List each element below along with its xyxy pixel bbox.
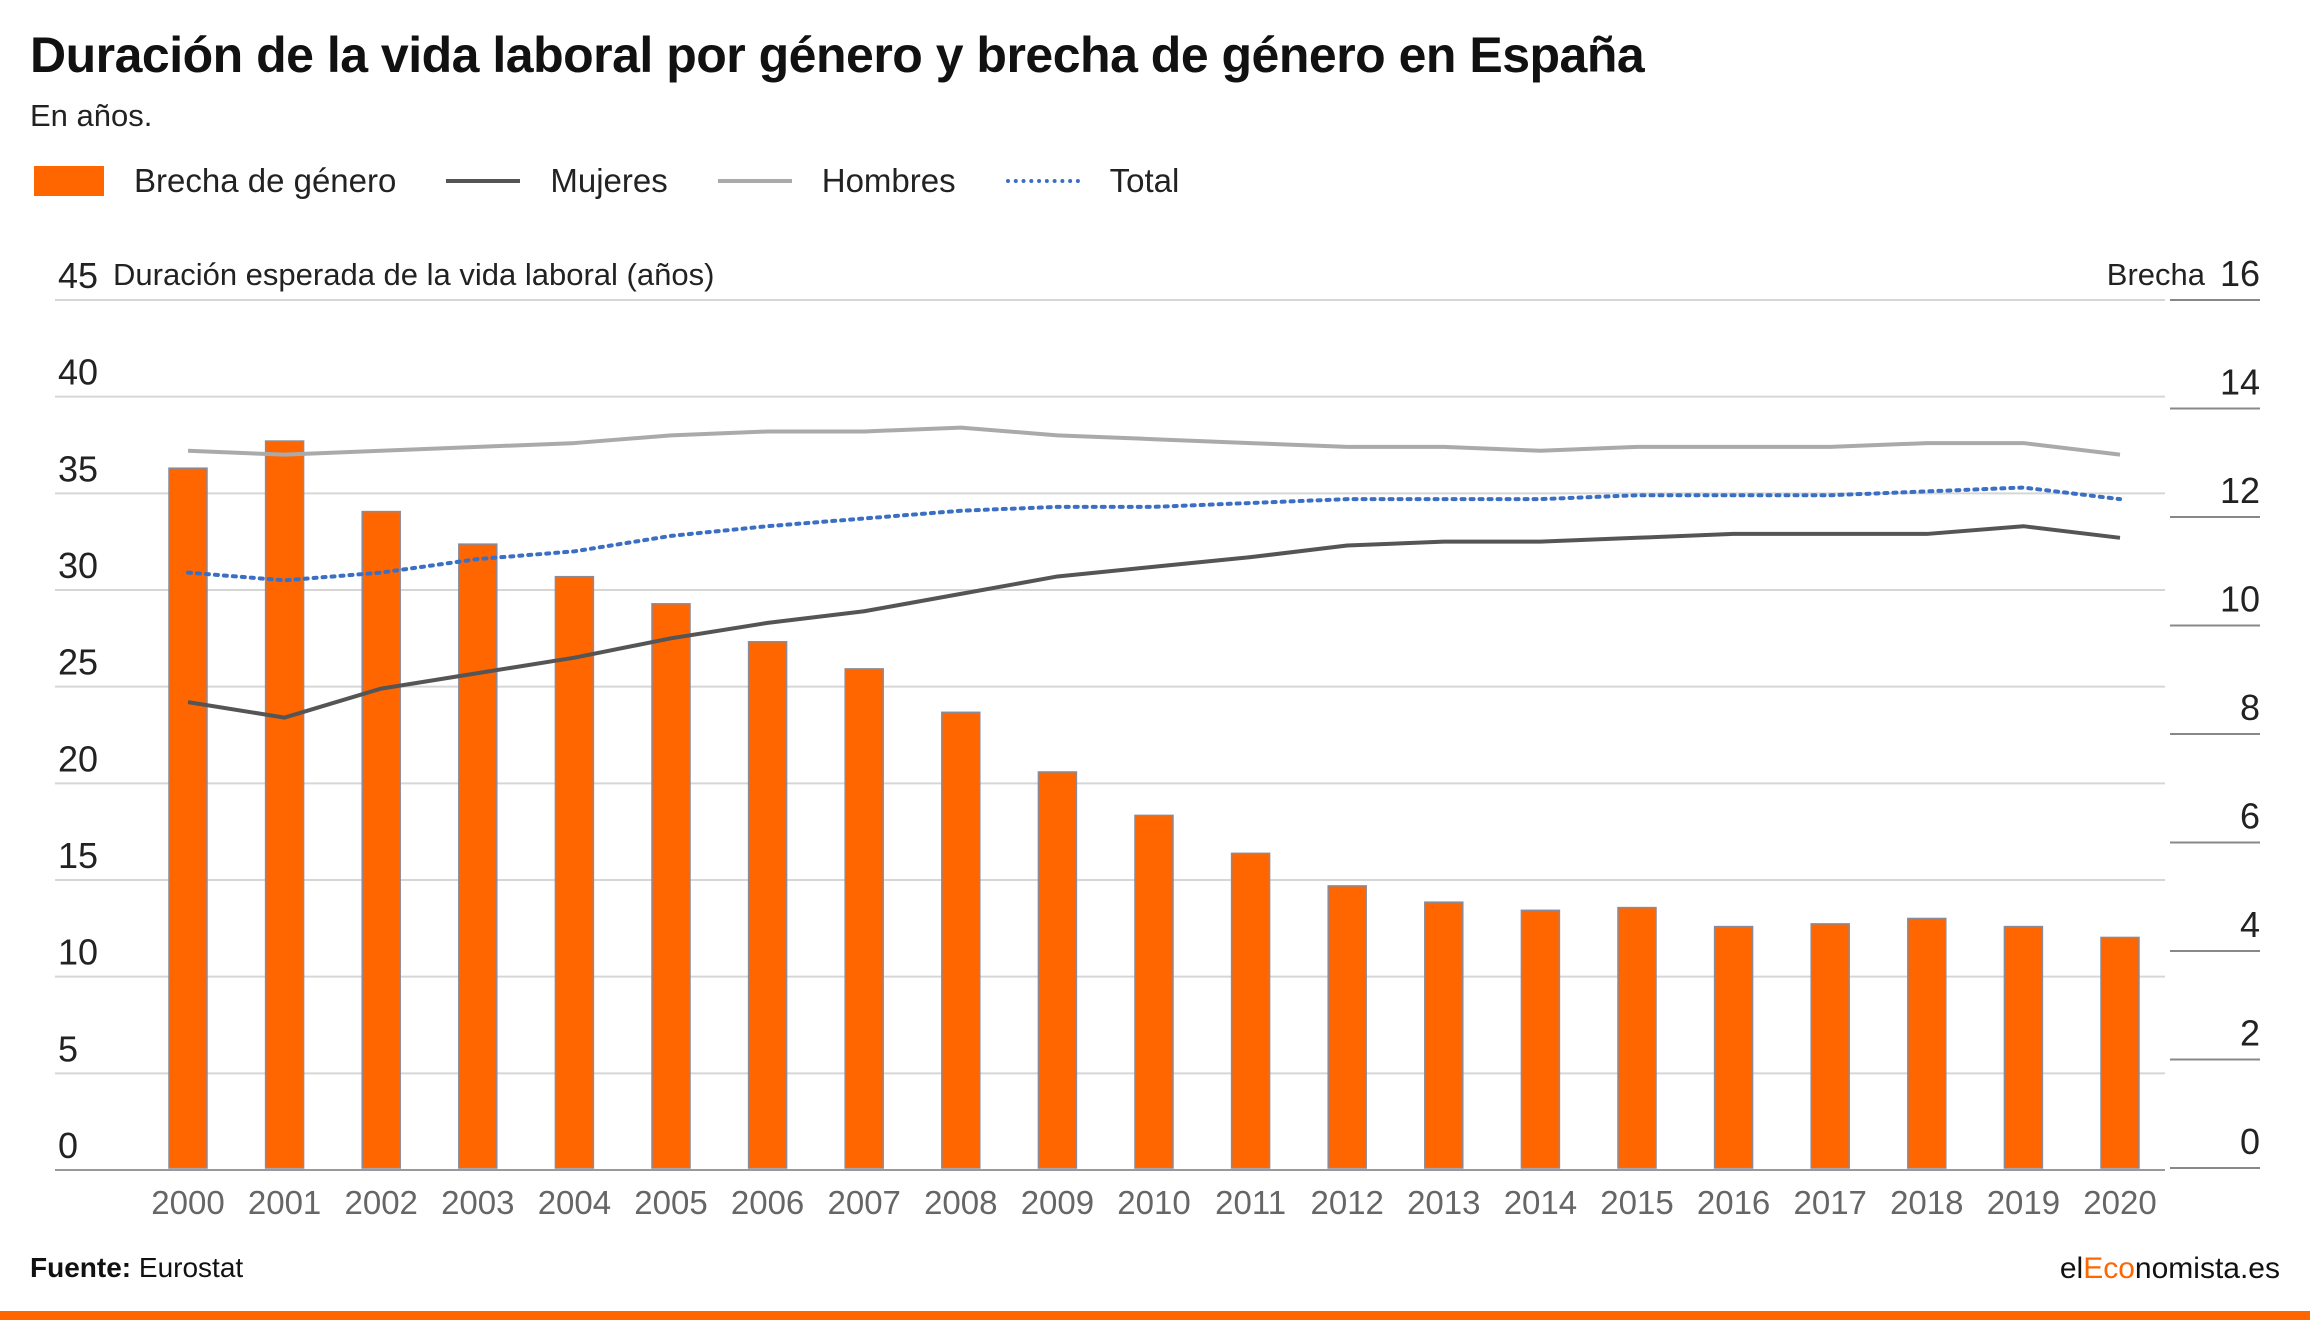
legend-label-total: Total	[1109, 162, 1180, 199]
y-tick-label: 5	[58, 1028, 78, 1069]
x-tick-label: 2004	[538, 1184, 611, 1221]
bar-brecha	[554, 575, 595, 1169]
legend: Brecha de género Mujeres Hombres Total	[34, 158, 1229, 204]
x-tick-label: 2019	[1987, 1184, 2060, 1221]
legend-item-total: Total	[1005, 162, 1180, 200]
bar-brecha	[458, 543, 498, 1169]
brand-accent: Eco	[2083, 1252, 2135, 1285]
bar-brecha	[1907, 917, 1947, 1169]
y-axis-title: Duración esperada de la vida laboral (añ…	[113, 257, 714, 292]
legend-label-brecha: Brecha de género	[134, 162, 397, 199]
legend-swatch-mujeres	[446, 179, 521, 183]
x-tick-label: 2013	[1407, 1184, 1480, 1221]
x-tick-label: 2001	[248, 1184, 321, 1221]
legend-item-mujeres: Mujeres	[446, 162, 668, 200]
brand-prefix: el	[2059, 1252, 2084, 1285]
right-axis-ticks	[2170, 299, 2260, 1169]
bar-brecha	[1134, 814, 1174, 1169]
bar-brecha	[1617, 906, 1657, 1169]
legend-swatch-hombres	[717, 179, 792, 183]
bar-brecha	[1810, 923, 1850, 1169]
x-tick-label: 2020	[2083, 1184, 2156, 1221]
y2-tick-label: 14	[2220, 362, 2260, 403]
bar-brecha	[844, 668, 884, 1169]
x-tick-label: 2007	[827, 1184, 900, 1221]
legend-label-mujeres: Mujeres	[550, 162, 668, 199]
y-tick-label: 0	[58, 1125, 78, 1166]
x-tick-label: 2010	[1117, 1184, 1190, 1221]
legend-item-brecha: Brecha de género	[34, 162, 396, 200]
y-tick-label: 10	[58, 932, 98, 973]
x-tick-label: 2016	[1697, 1184, 1770, 1221]
brand-suffix: nomista.es	[2134, 1252, 2280, 1285]
y-tick-label: 15	[58, 835, 98, 876]
bar-brecha	[1230, 852, 1271, 1169]
y2-tick-label: 2	[2240, 1013, 2260, 1054]
series-line-hombres	[187, 425, 2121, 457]
legend-swatch-brecha	[34, 166, 104, 196]
x-tick-label: 2014	[1504, 1184, 1577, 1221]
x-tick-label: 2009	[1021, 1184, 1094, 1221]
chart-subtitle: En años.	[30, 98, 153, 133]
source-note: Fuente: Eurostat	[30, 1252, 243, 1284]
y2-tick-label: 8	[2240, 687, 2260, 728]
y-tick-label: 45	[58, 255, 98, 296]
bar-brecha	[651, 603, 691, 1169]
y-tick-label: 25	[58, 642, 98, 683]
bars	[168, 440, 2140, 1169]
bar-brecha	[1327, 885, 1367, 1169]
bar-brecha	[168, 467, 208, 1169]
x-tick-label: 2002	[344, 1184, 417, 1221]
brand-logo: elEconomista.es	[2060, 1252, 2280, 1286]
x-tick-label: 2006	[731, 1184, 804, 1221]
series-line-mujeres	[187, 524, 2121, 720]
x-tick-label: 2005	[634, 1184, 707, 1221]
y2-tick-label: 0	[2240, 1121, 2260, 1162]
bar-brecha	[941, 711, 981, 1169]
series-line-total	[186, 485, 2122, 583]
legend-item-hombres: Hombres	[717, 162, 956, 200]
source-label: Fuente:	[30, 1252, 132, 1283]
bar-brecha	[1520, 909, 1561, 1169]
chart-title: Duración de la vida laboral por género y…	[30, 27, 1645, 83]
y-tick-label: 40	[58, 352, 98, 393]
y-tick-label: 30	[58, 545, 98, 586]
x-tick-label: 2012	[1310, 1184, 1383, 1221]
x-tick-label: 2018	[1890, 1184, 1963, 1221]
legend-label-hombres: Hombres	[821, 162, 956, 199]
y2-axis-title: Brecha	[2107, 257, 2206, 292]
y2-tick-label: 4	[2240, 904, 2260, 945]
x-tick-label: 2000	[151, 1184, 224, 1221]
lines	[186, 425, 2122, 720]
x-tick-label: 2015	[1600, 1184, 1673, 1221]
y-tick-label: 20	[58, 738, 98, 779]
bar-brecha	[747, 641, 788, 1169]
bar-brecha	[361, 510, 401, 1169]
y2-tick-label: 10	[2220, 579, 2260, 620]
bottom-accent-bar	[0, 1311, 2310, 1320]
bar-brecha	[2003, 925, 2044, 1169]
bar-brecha	[1713, 925, 1754, 1169]
x-tick-label: 2003	[441, 1184, 514, 1221]
bar-brecha	[1037, 771, 1078, 1169]
y2-tick-label: 16	[2220, 253, 2260, 294]
y2-tick-label: 6	[2240, 796, 2260, 837]
x-tick-label: 2008	[924, 1184, 997, 1221]
source-value: Eurostat	[138, 1252, 244, 1283]
bar-brecha	[1424, 901, 1464, 1169]
bar-brecha	[2100, 936, 2140, 1169]
x-tick-label: 2017	[1793, 1184, 1866, 1221]
legend-swatch-total	[1005, 179, 1080, 183]
bar-brecha	[264, 440, 305, 1169]
gridlines	[55, 299, 2165, 1171]
y2-tick-label: 12	[2220, 470, 2260, 511]
x-tick-label: 2011	[1215, 1184, 1286, 1221]
y-tick-label: 35	[58, 448, 98, 489]
